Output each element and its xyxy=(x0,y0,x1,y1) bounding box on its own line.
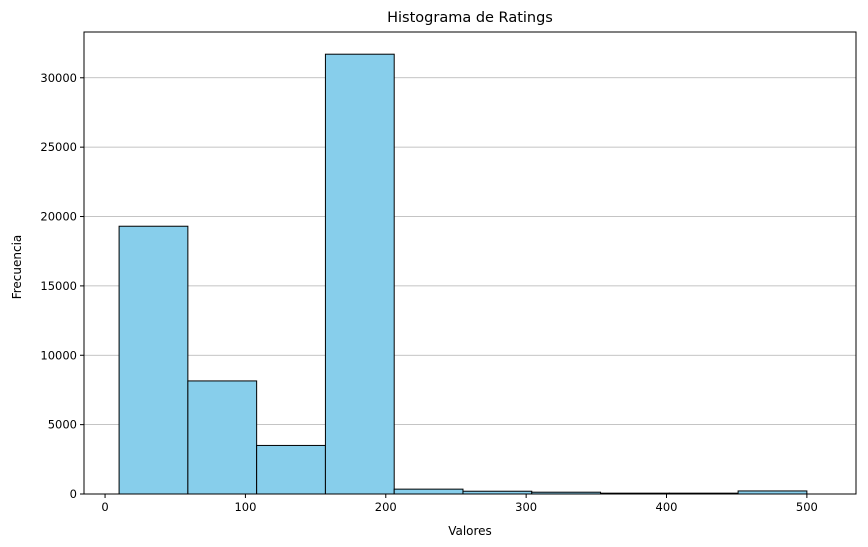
y-tick-label: 10000 xyxy=(40,348,77,362)
histogram-bars xyxy=(118,53,808,495)
plot-frame xyxy=(83,31,857,495)
histogram-bar xyxy=(393,488,464,495)
y-tick-label: 20000 xyxy=(40,210,77,224)
x-tick-label: 500 xyxy=(796,500,818,514)
x-axis-ticks: 0 100 200 300 400 500 xyxy=(101,494,818,514)
y-gridlines xyxy=(84,77,856,426)
y-axis-label: Frecuencia xyxy=(10,235,24,300)
y-tick-label: 5000 xyxy=(48,418,77,432)
x-tick-label: 300 xyxy=(515,500,537,514)
histogram-bar xyxy=(256,444,326,495)
histogram-bar xyxy=(324,53,395,495)
y-tick-label: 15000 xyxy=(40,279,77,293)
y-axis-ticks: 0 5000 10000 15000 20000 25000 30000 xyxy=(40,71,84,501)
x-tick-label: 0 xyxy=(101,500,108,514)
y-tick-label: 25000 xyxy=(40,140,77,154)
chart-title: Histograma de Ratings xyxy=(387,10,553,26)
x-axis-label: Valores xyxy=(448,524,492,538)
y-tick-label: 30000 xyxy=(40,71,77,85)
histogram-bar xyxy=(187,380,258,495)
histogram-bar xyxy=(118,225,189,495)
y-tick-label: 0 xyxy=(70,487,77,501)
x-tick-label: 200 xyxy=(375,500,397,514)
x-tick-label: 100 xyxy=(234,500,256,514)
x-tick-label: 400 xyxy=(656,500,678,514)
